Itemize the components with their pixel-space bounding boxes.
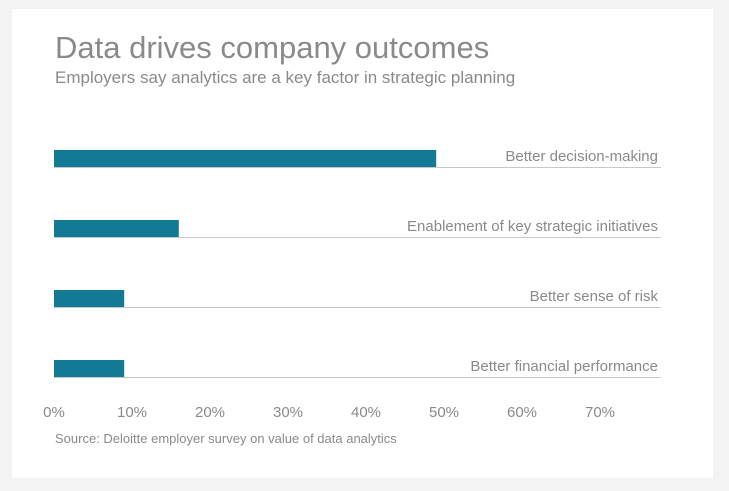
chart-card <box>12 9 713 478</box>
category-label: Enablement of key strategic initiatives <box>407 218 658 235</box>
x-tick-label: 10% <box>117 404 147 421</box>
x-axis: 0% 10% 20% 30% 40% 50% 60% 70% <box>43 404 615 421</box>
chart-subtitle: Employers say analytics are a key factor… <box>55 68 516 87</box>
x-tick-label: 30% <box>273 404 303 421</box>
bar-4 <box>54 360 125 377</box>
category-label: Better decision-making <box>505 148 658 165</box>
chart-title: Data drives company outcomes <box>55 30 490 65</box>
x-tick-label: 60% <box>507 404 537 421</box>
category-label: Better financial performance <box>470 358 658 375</box>
x-tick-label: 70% <box>585 404 615 421</box>
bar-2 <box>54 220 179 237</box>
x-tick-label: 50% <box>429 404 459 421</box>
x-tick-label: 40% <box>351 404 381 421</box>
bar-3 <box>54 290 125 307</box>
bars-layer: Better decision-making Enablement of key … <box>54 148 661 378</box>
bar-1 <box>54 150 437 167</box>
chart-source: Source: Deloitte employer survey on valu… <box>55 431 397 446</box>
x-tick-label: 0% <box>43 404 65 421</box>
category-label: Better sense of risk <box>530 288 659 305</box>
x-tick-label: 20% <box>195 404 225 421</box>
